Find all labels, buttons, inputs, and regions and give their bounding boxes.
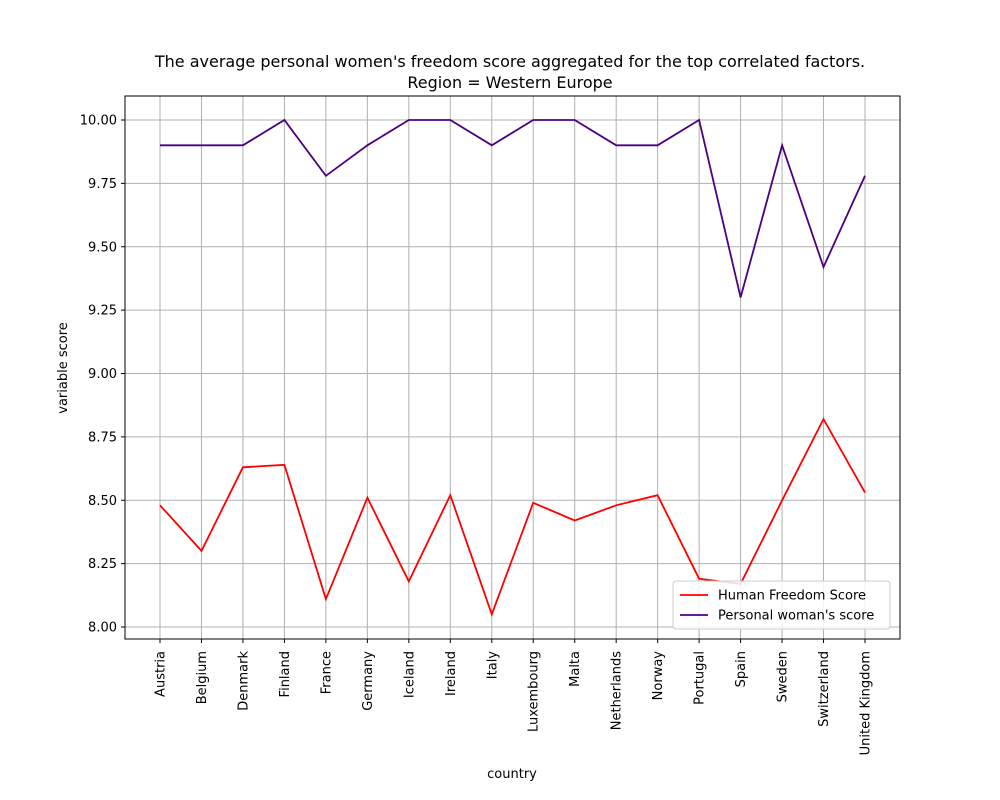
y-tick-label: 8.75 <box>88 430 117 445</box>
x-tick-label: Belgium <box>195 651 210 704</box>
x-tick-label: Sweden <box>776 651 791 702</box>
x-tick-label: Malta <box>568 651 583 687</box>
x-tick-label: Germany <box>361 651 376 711</box>
x-tick-label: France <box>319 651 334 694</box>
legend-label-1: Personal woman's score <box>718 609 874 624</box>
series-layer <box>159 118 866 617</box>
x-tick-label: Spain <box>734 651 749 687</box>
chart-title-line1: The average personal women's freedom sco… <box>154 52 865 71</box>
x-tick-label: Denmark <box>236 651 251 711</box>
grid-lines <box>125 96 900 639</box>
x-axis-label: country <box>487 767 537 782</box>
x-tick-label: Luxembourg <box>527 651 542 732</box>
plot-area-frame <box>124 95 901 640</box>
legend-label-0: Human Freedom Score <box>718 589 866 604</box>
legend-box <box>672 580 891 630</box>
x-tick-label: Norway <box>651 651 666 701</box>
y-tick-label: 8.00 <box>88 621 117 636</box>
series-line-1 <box>160 118 866 298</box>
y-tick-label: 8.50 <box>88 494 117 509</box>
legend: Human Freedom Score Personal woman's scor… <box>672 580 891 630</box>
x-tick-label: Portugal <box>693 651 708 705</box>
x-tick-label: Italy <box>485 651 500 680</box>
x-tick-label: Iceland <box>402 651 417 698</box>
y-tick-label: 10.00 <box>80 114 117 129</box>
y-tick-label: 9.25 <box>88 304 117 319</box>
y-tick-label: 9.75 <box>88 177 117 192</box>
chart-title: The average personal women's freedom sco… <box>154 52 865 92</box>
x-tick-label: Finland <box>278 651 293 697</box>
x-axis: Austria Belgium Denmark Finland France German… <box>154 639 874 755</box>
y-tick-label: 9.50 <box>88 240 117 255</box>
x-tick-label: Austria <box>154 651 169 697</box>
chart-subtitle: Region = Western Europe <box>407 73 612 92</box>
x-tick-label: Ireland <box>444 651 459 696</box>
x-tick-label: United Kingdom <box>859 651 874 755</box>
y-tick-label: 9.00 <box>88 367 117 382</box>
y-axis: 8.00 8.25 8.50 8.75 9.00 9.25 9.50 9.75 10.00 <box>80 114 125 636</box>
y-tick-label: 8.25 <box>88 557 117 572</box>
x-tick-label: Netherlands <box>610 651 625 730</box>
x-tick-label: Switzerland <box>817 651 832 727</box>
series-line-0 <box>159 417 866 617</box>
y-axis-label: variable score <box>56 322 71 414</box>
